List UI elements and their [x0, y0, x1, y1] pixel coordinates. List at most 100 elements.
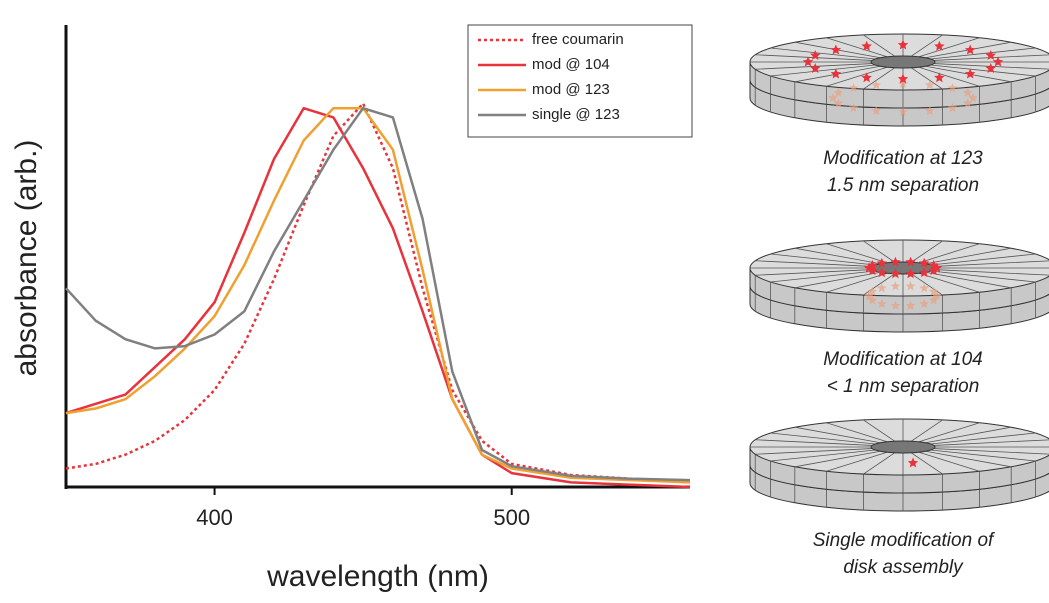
legend-label: mod @ 123 — [532, 81, 610, 98]
star — [890, 300, 901, 310]
disk-spoke — [755, 260, 873, 267]
star — [867, 265, 878, 276]
disk-spoke — [911, 240, 943, 263]
disk-spoke — [794, 426, 881, 444]
star — [919, 257, 930, 268]
star — [962, 98, 973, 108]
star — [897, 73, 909, 84]
disk-spoke — [918, 272, 980, 293]
series-line — [65, 106, 691, 489]
star — [928, 259, 939, 270]
x-axis-label: wavelength (nm) — [266, 560, 489, 593]
star — [934, 40, 945, 51]
star — [932, 291, 942, 300]
disk-spoke — [770, 47, 876, 60]
disk-spoke — [770, 270, 876, 283]
star — [898, 107, 908, 116]
star — [905, 256, 916, 267]
disk-hole — [870, 440, 936, 454]
star — [905, 300, 916, 310]
star — [925, 105, 935, 115]
disk-spoke — [755, 269, 873, 276]
disk-spoke — [911, 419, 943, 442]
legend-box — [467, 24, 693, 138]
disk-diagrams — [749, 33, 1049, 512]
star — [919, 267, 930, 278]
star — [890, 281, 901, 291]
disk-spoke — [794, 247, 881, 265]
disk-spoke — [918, 422, 980, 443]
star — [905, 268, 916, 279]
disk-spoke — [933, 269, 1049, 276]
star — [828, 93, 838, 102]
star — [992, 56, 1004, 67]
disk-spoke — [863, 240, 895, 263]
star — [907, 457, 919, 468]
star — [802, 56, 814, 67]
star — [871, 80, 881, 90]
star — [964, 44, 976, 55]
disk-spoke — [770, 64, 876, 77]
disk-spoke — [911, 34, 943, 57]
x-tick-label: 400 — [196, 505, 233, 530]
disk-spoke — [911, 67, 943, 90]
star — [833, 87, 844, 97]
star — [830, 68, 842, 79]
series-line — [65, 102, 691, 484]
disk-spoke — [863, 67, 895, 90]
disk-spoke — [933, 63, 1049, 70]
disk-hole — [870, 55, 936, 69]
star — [897, 39, 909, 50]
disk-spoke — [933, 439, 1049, 446]
star — [934, 72, 945, 83]
disk-spoke — [770, 432, 876, 445]
disk-spoke — [826, 272, 888, 293]
disk-spoke — [863, 34, 895, 57]
disk-spoke — [933, 448, 1049, 455]
star — [861, 72, 872, 83]
series-line — [65, 106, 691, 484]
disk-spoke — [930, 432, 1036, 445]
disk-spoke — [911, 452, 943, 475]
x-tick-label: 500 — [493, 505, 530, 530]
series-line — [65, 106, 691, 482]
star — [848, 83, 859, 93]
star — [864, 291, 874, 300]
star — [810, 63, 821, 73]
caption: disk assembly — [843, 557, 964, 578]
star — [947, 102, 958, 112]
star — [810, 50, 821, 60]
disk-spoke — [826, 451, 888, 472]
caption: Single modification of — [813, 530, 995, 551]
disk-spoke — [755, 439, 873, 446]
caption: Modification at 104 — [823, 349, 983, 370]
star — [985, 50, 996, 60]
disk-spoke — [930, 47, 1036, 60]
disk-spoke — [933, 260, 1049, 267]
caption: 1.5 nm separation — [827, 175, 979, 196]
disk-spoke — [911, 273, 943, 296]
disk-spoke — [930, 449, 1036, 462]
disk-spoke — [930, 253, 1036, 266]
star — [867, 295, 878, 305]
star — [928, 265, 939, 276]
star — [848, 102, 859, 112]
disk-spoke — [826, 37, 888, 58]
star — [928, 286, 939, 296]
legend-label: free coumarin — [532, 31, 624, 48]
legend-label: single @ 123 — [532, 106, 620, 123]
disk-spoke — [770, 253, 876, 266]
disk-spoke — [826, 422, 888, 443]
disk-spoke — [918, 66, 980, 87]
disk-spoke — [863, 419, 895, 442]
star — [890, 268, 901, 279]
star — [968, 93, 978, 102]
disk-spoke — [925, 271, 1012, 289]
disk-spoke — [925, 450, 1012, 468]
disk-spoke — [930, 270, 1036, 283]
star — [877, 283, 887, 293]
disk-spoke — [794, 271, 881, 289]
disk-spoke — [826, 243, 888, 264]
disk-spoke — [826, 66, 888, 87]
